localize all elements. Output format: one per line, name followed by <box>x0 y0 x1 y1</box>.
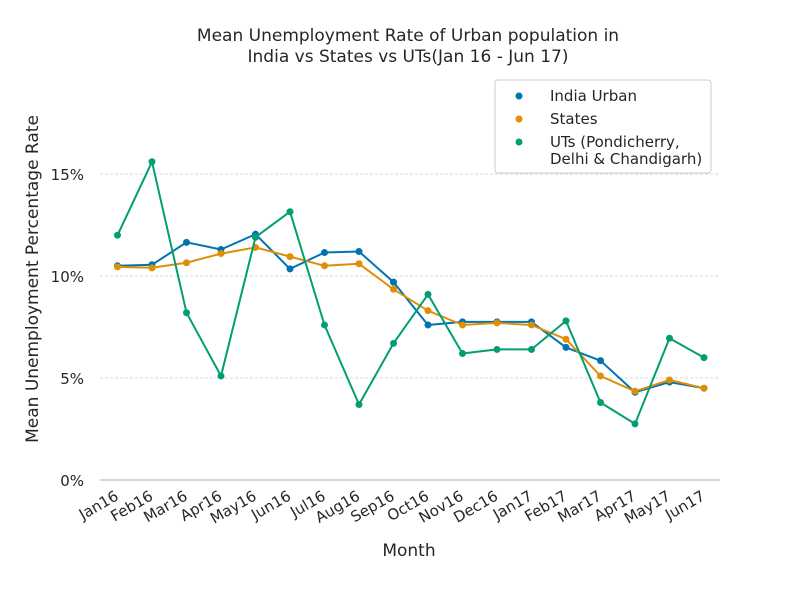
data-point <box>597 398 604 406</box>
data-point <box>355 401 363 409</box>
series-line <box>117 246 705 393</box>
data-point <box>183 238 190 246</box>
legend-label: Delhi & Chandigarh) <box>550 150 702 168</box>
data-point <box>148 264 156 272</box>
data-point <box>390 278 397 286</box>
legend: India Urban States UTs (Pondicherry,Delhi … <box>494 79 712 174</box>
legend-frame <box>494 79 712 174</box>
data-point <box>493 345 501 353</box>
data-point <box>286 253 294 261</box>
x-axis-label: Month <box>382 541 435 561</box>
data-point <box>390 285 397 293</box>
data-point <box>528 321 535 329</box>
data-point <box>631 420 639 428</box>
data-point <box>424 290 432 298</box>
y-tick-label: 0% <box>60 472 84 490</box>
data-point <box>286 208 294 216</box>
data-point <box>321 321 328 329</box>
data-point <box>666 334 673 342</box>
legend-label: UTs (Pondicherry, <box>550 133 680 151</box>
series-1 <box>114 230 708 396</box>
legend-marker <box>515 115 523 123</box>
y-tick-label: 5% <box>60 370 84 388</box>
legend-marker <box>515 92 523 100</box>
y-tick-label: 10% <box>51 268 84 286</box>
data-point <box>217 372 225 380</box>
y-axis-ticks: 0% 5% 10% 15% <box>51 166 84 490</box>
data-point <box>114 231 121 239</box>
data-point <box>321 249 328 257</box>
legend-marker <box>515 138 523 146</box>
data-point <box>252 233 259 241</box>
data-point <box>217 250 225 258</box>
data-point <box>562 317 570 325</box>
data-point <box>528 345 535 353</box>
x-tick-label: Jun17 <box>661 487 708 524</box>
data-point <box>355 248 363 256</box>
data-point <box>114 263 121 271</box>
legend-items: India Urban States UTs (Pondicherry,Delhi … <box>515 87 702 168</box>
chart-title-line-1: Mean Unemployment Rate of Urban populati… <box>197 26 619 46</box>
data-point <box>562 335 570 343</box>
data-point <box>424 307 432 315</box>
data-point <box>700 384 708 392</box>
data-point <box>700 354 708 362</box>
data-point <box>666 376 673 384</box>
data-point <box>183 259 190 267</box>
data-point <box>597 372 604 380</box>
data-point <box>459 350 466 358</box>
series-line <box>117 233 705 394</box>
x-axis-ticks: Jan16Feb16Mar16Apr16May16Jun16Jul16Aug16… <box>75 487 708 528</box>
series-line <box>116 160 705 425</box>
data-point <box>597 357 604 365</box>
data-point <box>562 343 570 351</box>
y-tick-label: 15% <box>51 166 84 184</box>
data-point <box>183 309 190 317</box>
data-point <box>631 387 639 395</box>
data-point <box>286 265 294 273</box>
series-3 <box>114 158 708 428</box>
y-axis-label: Mean Unemployment Percentage Rate <box>23 115 43 443</box>
data-point <box>424 321 432 329</box>
data-point <box>355 260 363 268</box>
grid <box>100 173 720 481</box>
data-point <box>390 339 397 347</box>
legend-label: States <box>550 110 598 128</box>
chart-title-line-2: India vs States vs UTs(Jan 16 - Jun 17) <box>248 47 569 67</box>
series-2 <box>114 243 708 395</box>
plot-area <box>114 158 708 428</box>
data-point <box>148 158 156 166</box>
legend-label: India Urban <box>550 87 637 105</box>
data-point <box>459 321 466 329</box>
data-point <box>493 319 501 327</box>
data-point <box>321 262 328 270</box>
